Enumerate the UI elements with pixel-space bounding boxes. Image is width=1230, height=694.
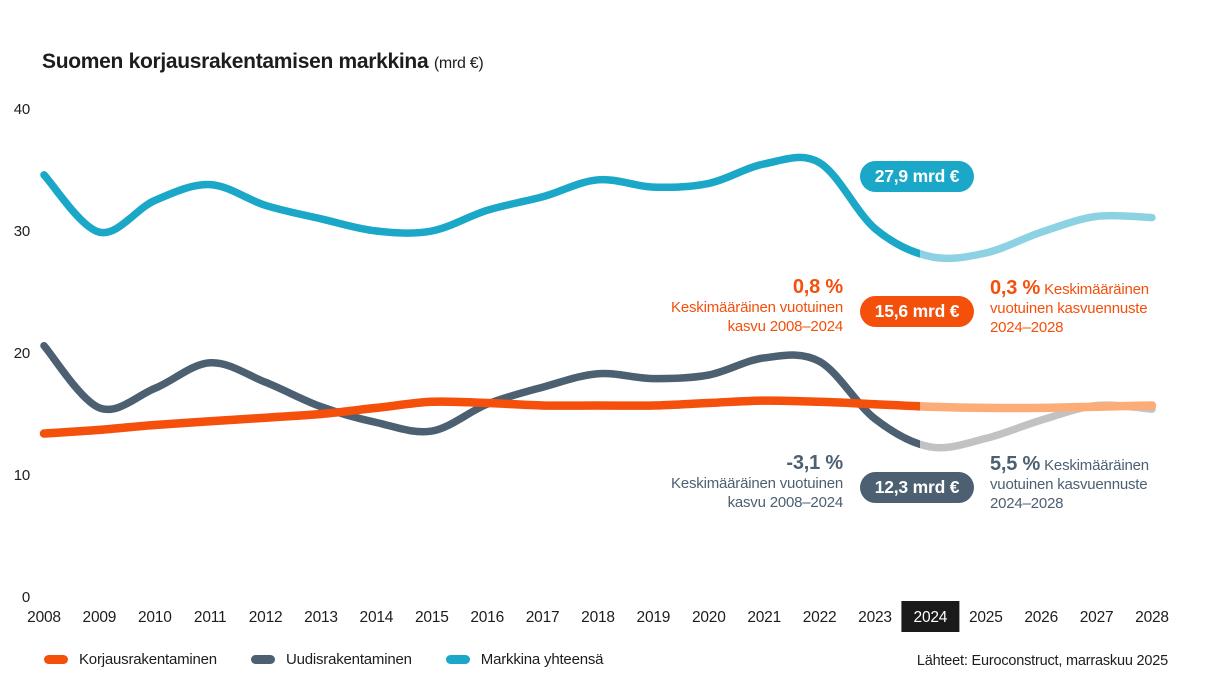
renovation-forecast-annotation: 0,3 % Keskimääräinen vuotuinen kasvuennu… bbox=[990, 277, 1205, 337]
chart-title-unit: (mrd €) bbox=[433, 55, 484, 72]
x-axis: 2008 2009 2010 2011 2012 2013 2014 2015 2016 2017… bbox=[27, 601, 1169, 632]
chart-title-text: Suomen korjausrakentamisen markkina bbox=[42, 50, 429, 73]
new-construction-forecast-line2: vuotuinen kasvuennuste bbox=[990, 476, 1148, 493]
series-korjausrakentaminen-forecast-line bbox=[920, 401, 1157, 413]
new-construction-growth-line2: kasvu 2008–2024 bbox=[727, 494, 844, 511]
y-tick-label-30: 30 bbox=[14, 223, 30, 240]
x-tick-label-2012: 2012 bbox=[249, 609, 283, 626]
series-uudisrakentaminen-history-line bbox=[40, 341, 920, 449]
renovation-forecast-line3: 2024–2028 bbox=[990, 319, 1064, 336]
x-tick-label-2018: 2018 bbox=[581, 609, 615, 626]
x-tick-label-2013: 2013 bbox=[304, 609, 338, 626]
x-tick-label-2010: 2010 bbox=[138, 609, 172, 626]
renovation-forecast-first-line: 0,3 % Keskimääräinen bbox=[990, 277, 1205, 299]
new-construction-growth-value: -3,1 % bbox=[786, 452, 843, 474]
x-tick-label-2015: 2015 bbox=[415, 609, 449, 626]
x-tick-label-2023: 2023 bbox=[858, 609, 892, 626]
new-construction-forecast-annotation: 5,5 % Keskimääräinen vuotuinen kasvuennu… bbox=[990, 453, 1205, 513]
legend-label-markkina-yhteensa: Markkina yhteensä bbox=[480, 651, 604, 668]
x-tick-label-2011: 2011 bbox=[194, 609, 227, 626]
series-uudisrakentaminen-forecast-line bbox=[920, 401, 1156, 452]
new-construction-forecast-first-line: 5,5 % Keskimääräinen bbox=[990, 453, 1205, 475]
renovation-growth-value: 0,8 % bbox=[792, 276, 843, 298]
x-tick-label-2020: 2020 bbox=[692, 609, 726, 626]
x-tick-label-2025: 2025 bbox=[969, 609, 1003, 626]
x-tick-label-2028: 2028 bbox=[1135, 609, 1169, 626]
new-construction-growth-line1: Keskimääräinen vuotuinen bbox=[671, 475, 843, 492]
y-tick-label-10: 10 bbox=[14, 467, 30, 484]
x-tick-label-2017: 2017 bbox=[526, 609, 560, 626]
x-tick-label-2022: 2022 bbox=[803, 609, 837, 626]
total-value-badge: 27,9 mrd € bbox=[860, 161, 974, 192]
renovation-growth-line1: Keskimääräinen vuotuinen bbox=[671, 299, 843, 316]
x-tick-label-2024: 2024 bbox=[914, 609, 948, 626]
renovation-forecast-line2: vuotuinen kasvuennuste bbox=[990, 300, 1148, 317]
new-construction-forecast-line1: Keskimääräinen bbox=[1044, 457, 1149, 474]
x-tick-label-2008: 2008 bbox=[27, 609, 61, 626]
new-construction-forecast-line3: 2024–2028 bbox=[990, 495, 1064, 512]
series-korjausrakentaminen bbox=[39, 396, 1157, 438]
new-construction-value-badge: 12,3 mrd € bbox=[860, 472, 974, 503]
legend-swatch-markkina-yhteensa bbox=[445, 655, 470, 664]
x-tick-label-2021: 2021 bbox=[747, 609, 781, 626]
series-markkina-yhteens--forecast-line bbox=[920, 211, 1156, 263]
legend-item-korjausrakentaminen: Korjausrakentaminen bbox=[44, 651, 217, 668]
y-tick-label-20: 20 bbox=[14, 345, 30, 362]
y-tick-label-40: 40 bbox=[14, 101, 30, 118]
x-tick-label-2019: 2019 bbox=[637, 609, 671, 626]
series-markkina-yhteens--history-line bbox=[40, 153, 920, 258]
legend-label-uudisrakentaminen: Uudisrakentaminen bbox=[285, 651, 412, 668]
renovation-forecast-value: 0,3 % bbox=[990, 277, 1041, 299]
legend-swatch-uudisrakentaminen bbox=[250, 655, 275, 664]
x-tick-label-2009: 2009 bbox=[83, 609, 117, 626]
x-tick-label-2016: 2016 bbox=[470, 609, 504, 626]
x-tick-label-2014: 2014 bbox=[360, 609, 394, 626]
renovation-forecast-line1: Keskimääräinen bbox=[1044, 281, 1149, 298]
x-tick-highlight-box bbox=[901, 601, 960, 632]
new-construction-forecast-value: 5,5 % bbox=[990, 453, 1041, 475]
renovation-growth-line2: kasvu 2008–2024 bbox=[727, 318, 844, 335]
legend-swatch-korjausrakentaminen bbox=[44, 655, 68, 664]
renovation-growth-annotation: 0,8 % Keskimääräinen vuotuinen kasvu 200… bbox=[593, 276, 843, 336]
y-axis: 0 10 20 30 40 bbox=[14, 101, 30, 606]
chart-legend: Korjausrakentaminen Uudisrakentaminen Ma… bbox=[44, 651, 603, 668]
series-korjausrakentaminen-history-line bbox=[39, 396, 920, 438]
x-tick-label-2026: 2026 bbox=[1024, 609, 1058, 626]
source-text: Lähteet: Euroconstruct, marraskuu 2025 bbox=[916, 653, 1168, 669]
new-construction-growth-annotation: -3,1 % Keskimääräinen vuotuinen kasvu 20… bbox=[593, 452, 843, 512]
legend-label-korjausrakentaminen: Korjausrakentaminen bbox=[79, 651, 217, 668]
legend-item-uudisrakentaminen: Uudisrakentaminen bbox=[250, 651, 412, 668]
y-tick-label-0: 0 bbox=[22, 589, 30, 606]
chart-title: Suomen korjausrakentamisen markkina (mrd… bbox=[42, 50, 484, 74]
x-tick-label-2027: 2027 bbox=[1080, 609, 1114, 626]
series-uudisrakentaminen bbox=[40, 341, 1156, 452]
series-markkina-yhteens- bbox=[40, 153, 1156, 263]
renovation-value-badge: 15,6 mrd € bbox=[860, 296, 974, 327]
legend-item-markkina-yhteensa: Markkina yhteensä bbox=[445, 651, 604, 668]
